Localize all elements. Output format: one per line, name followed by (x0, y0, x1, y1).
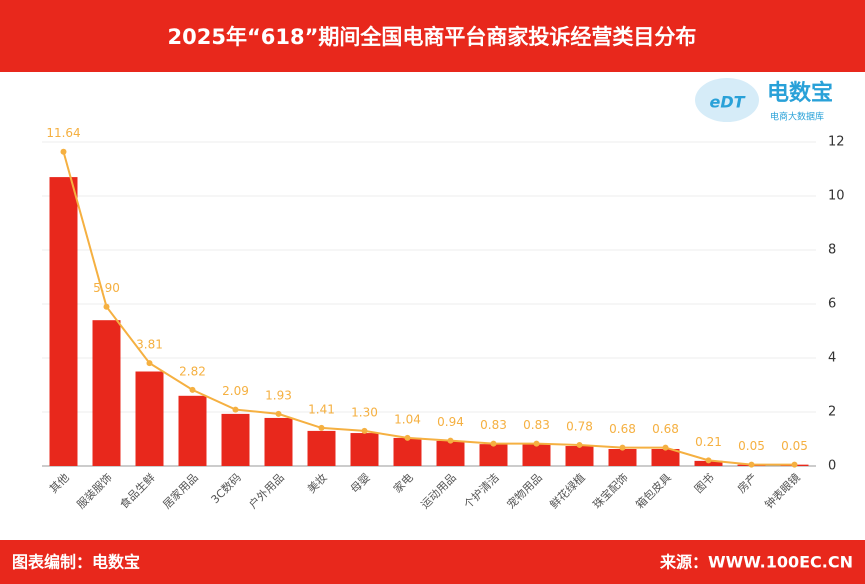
line-point (447, 437, 454, 444)
line-point (232, 406, 239, 413)
bar (92, 320, 121, 466)
line-point (189, 386, 196, 393)
value-label: 0.83 (480, 418, 507, 432)
line-point (662, 444, 669, 451)
line-point (490, 440, 497, 447)
x-tick-label: 居家用品 (160, 470, 201, 511)
bar (522, 444, 551, 466)
line (62, 151, 795, 466)
x-tick-label: 钟表眼镜 (762, 470, 803, 511)
logo-name: 电数宝 (767, 80, 833, 106)
bar (694, 460, 723, 466)
logo: eDT 电数宝 电商大数据库 (695, 78, 833, 123)
x-tick-label: 3C数码 (209, 471, 244, 506)
x-tick-label: 图书 (692, 471, 717, 496)
bar (651, 448, 680, 466)
line-point (533, 440, 540, 447)
logo-mark: eDT (709, 93, 745, 112)
x-tick-label: 运动用品 (418, 471, 458, 511)
x-tick-label: 鲜花绿植 (547, 470, 588, 511)
line-point (318, 424, 325, 431)
bar (221, 413, 250, 466)
footer-band (0, 540, 865, 584)
x-tick-label: 房产 (734, 470, 759, 495)
line-point (748, 461, 755, 468)
line-point (404, 434, 411, 441)
bar (479, 444, 508, 466)
value-label: 1.41 (308, 402, 335, 416)
value-label: 0.68 (652, 422, 679, 436)
line-point (275, 410, 282, 417)
line-point (576, 441, 583, 448)
bar (393, 437, 422, 466)
x-tick-label: 户外用品 (246, 470, 287, 511)
value-label: 0.68 (609, 422, 636, 436)
x-tick-label: 食品生鲜 (117, 470, 158, 511)
x-tick-label: 美妆 (305, 471, 330, 496)
value-label: 2.82 (179, 364, 206, 378)
x-tick-label: 珠宝配饰 (590, 470, 631, 511)
chart-title: 2025年“618”期间全国电商平台商家投诉经营类目分布 (168, 25, 697, 49)
bar (350, 433, 379, 466)
value-label: 2.09 (222, 384, 249, 398)
line-point (103, 303, 110, 310)
value-label: 5.90 (93, 281, 120, 295)
value-label: 11.64 (46, 126, 80, 140)
y-tick-label: 8 (828, 243, 836, 258)
bar (178, 395, 207, 466)
line-point (619, 444, 626, 451)
value-label: 0.21 (695, 435, 722, 449)
x-tick-label: 其他 (47, 471, 72, 496)
footer-right: 来源：WWW.100EC.CN (659, 553, 853, 572)
y-tick-label: 10 (828, 189, 845, 204)
line-point (60, 148, 67, 155)
x-tick-label: 个护清洁 (461, 470, 502, 511)
value-label: 0.05 (738, 439, 765, 453)
value-label: 1.30 (351, 405, 378, 419)
x-tick-label: 服装服饰 (74, 470, 115, 511)
footer-left: 图表编制：电数宝 (12, 553, 140, 572)
header-band (0, 0, 865, 72)
bar (49, 177, 78, 466)
value-label: 1.04 (394, 412, 421, 426)
y-tick-label: 4 (828, 351, 836, 366)
logo-tagline: 电商大数据库 (770, 111, 824, 123)
y-tick-label: 2 (828, 405, 836, 420)
y-tick-label: 0 (828, 459, 836, 474)
logo-cloud (695, 78, 759, 122)
bar (565, 446, 594, 466)
y-tick-label: 12 (828, 135, 845, 150)
line-point (146, 360, 153, 367)
bar (608, 448, 637, 466)
value-label: 3.81 (136, 338, 163, 352)
line-point (791, 461, 798, 468)
x-tick-label: 箱包皮具 (633, 470, 674, 511)
x-tick-label: 母婴 (348, 471, 373, 496)
y-tick-label: 6 (828, 297, 836, 312)
value-label: 0.94 (437, 415, 464, 429)
bar (135, 371, 164, 466)
bar (436, 440, 465, 466)
value-label: 0.05 (781, 439, 808, 453)
x-tick-label: 家电 (390, 470, 415, 495)
value-label: 1.93 (265, 388, 292, 402)
bar (264, 417, 293, 466)
value-label: 0.78 (566, 419, 593, 433)
line-point (705, 457, 712, 464)
x-tick-label: 宠物用品 (504, 470, 545, 511)
line-point (361, 427, 368, 434)
bar (307, 430, 336, 466)
value-label: 0.83 (523, 418, 550, 432)
